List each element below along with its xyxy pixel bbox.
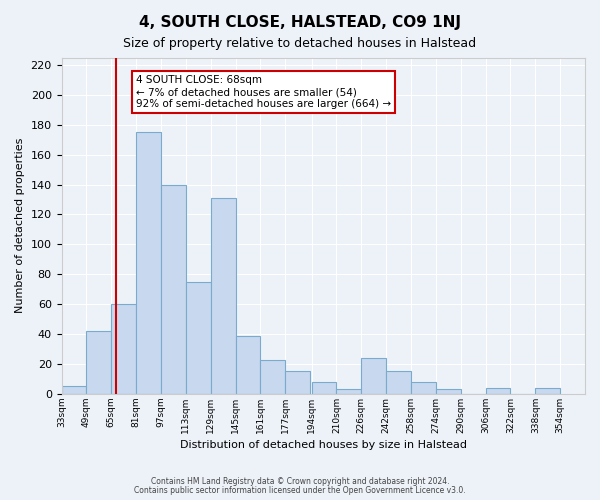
Bar xyxy=(535,388,560,394)
Bar xyxy=(260,360,285,394)
Bar xyxy=(111,304,136,394)
Bar xyxy=(285,372,310,394)
X-axis label: Distribution of detached houses by size in Halstead: Distribution of detached houses by size … xyxy=(180,440,467,450)
Bar xyxy=(436,390,461,394)
Bar xyxy=(485,388,511,394)
Bar xyxy=(136,132,161,394)
Bar xyxy=(411,382,436,394)
Text: 4 SOUTH CLOSE: 68sqm
← 7% of detached houses are smaller (54)
92% of semi-detach: 4 SOUTH CLOSE: 68sqm ← 7% of detached ho… xyxy=(136,76,391,108)
Bar xyxy=(236,336,260,394)
Bar xyxy=(62,386,86,394)
Text: 4, SOUTH CLOSE, HALSTEAD, CO9 1NJ: 4, SOUTH CLOSE, HALSTEAD, CO9 1NJ xyxy=(139,15,461,30)
Y-axis label: Number of detached properties: Number of detached properties xyxy=(15,138,25,314)
Bar xyxy=(311,382,337,394)
Text: Size of property relative to detached houses in Halstead: Size of property relative to detached ho… xyxy=(124,38,476,51)
Bar xyxy=(186,282,211,394)
Bar xyxy=(361,358,386,394)
Bar xyxy=(337,390,361,394)
Bar xyxy=(211,198,236,394)
Bar xyxy=(386,372,411,394)
Bar xyxy=(86,331,111,394)
Text: Contains public sector information licensed under the Open Government Licence v3: Contains public sector information licen… xyxy=(134,486,466,495)
Text: Contains HM Land Registry data © Crown copyright and database right 2024.: Contains HM Land Registry data © Crown c… xyxy=(151,477,449,486)
Bar xyxy=(161,184,186,394)
